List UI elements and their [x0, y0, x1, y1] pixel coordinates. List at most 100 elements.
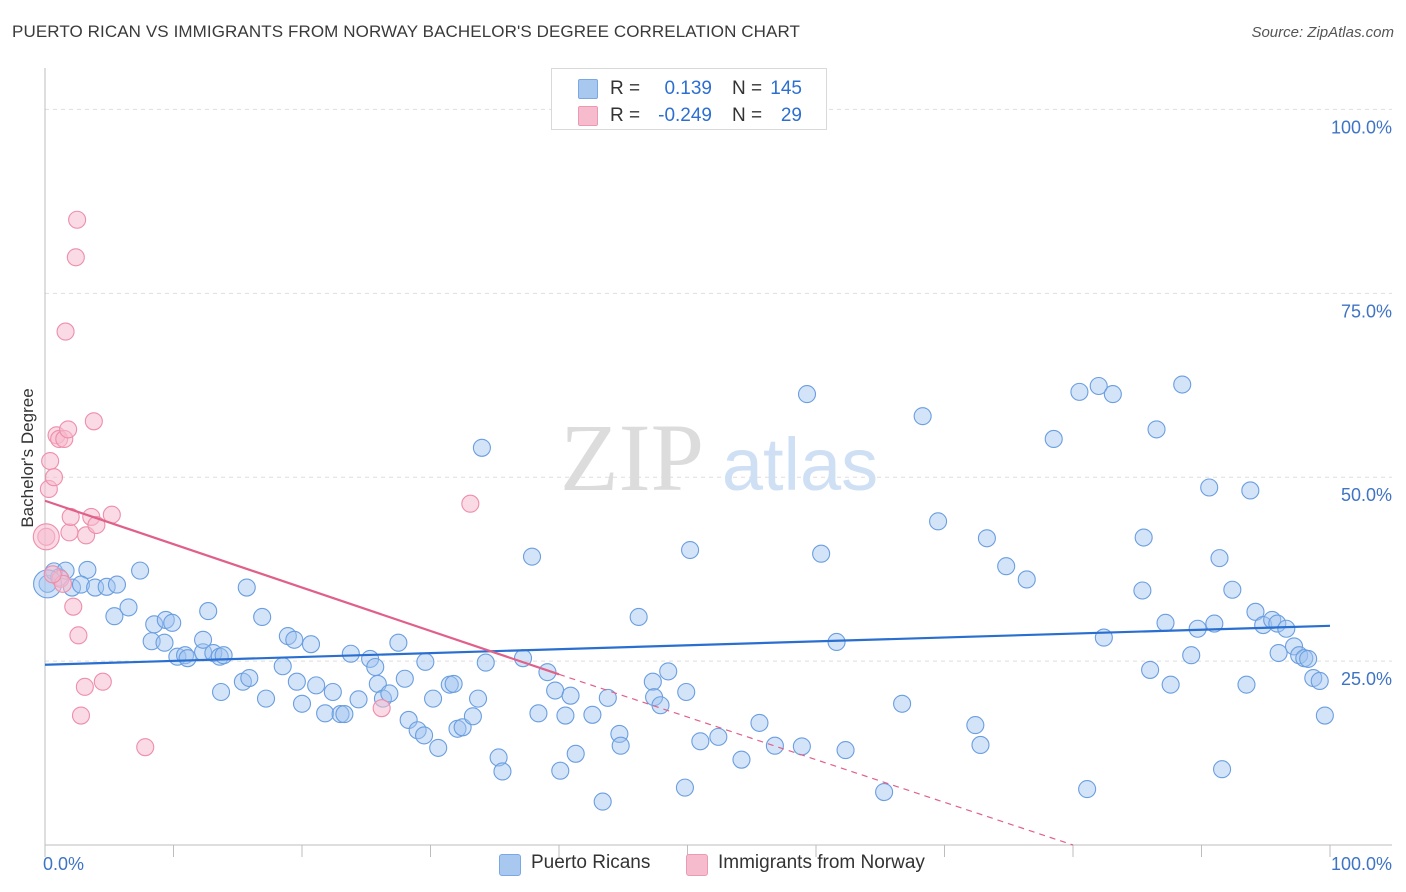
data-point-puerto-rican: [331, 705, 350, 724]
tick-labels: 25.0% 50.0% 75.0% 100.0% 0.0% 100.0%: [43, 117, 1392, 874]
correlation-legend: R = 0.139 N = 145 R = -0.249 N = 29: [551, 68, 827, 130]
data-point-puerto-rican: [1223, 580, 1242, 599]
data-point-puerto-rican: [429, 738, 448, 757]
data-point-puerto-rican: [493, 762, 512, 781]
data-point-puerto-rican: [566, 744, 585, 763]
legend-label: Immigrants from Norway: [718, 852, 925, 873]
grid-lines: [45, 108, 1392, 662]
data-point-puerto-rican: [307, 676, 326, 695]
data-point-puerto-rican: [1246, 602, 1265, 621]
n-label: N =: [732, 105, 763, 126]
data-point-puerto-rican: [1141, 660, 1160, 679]
data-point-norway: [60, 523, 79, 542]
data-point-puerto-rican: [178, 649, 197, 668]
data-point-puerto-rican: [316, 704, 335, 723]
data-point-puerto-rican: [1200, 478, 1219, 497]
data-point-puerto-rican: [1017, 570, 1036, 589]
data-point-puerto-rican: [335, 705, 354, 724]
data-point-puerto-rican: [1310, 671, 1329, 691]
data-point-puerto-rican: [444, 674, 463, 693]
chart-title: PUERTO RICAN VS IMMIGRANTS FROM NORWAY B…: [12, 22, 801, 41]
data-point-norway: [71, 706, 91, 725]
data-point-norway: [87, 515, 106, 535]
data-point-puerto-rican: [971, 735, 990, 755]
data-point-norway: [66, 248, 85, 267]
data-point-puerto-rican: [598, 688, 617, 707]
data-point-puerto-rican: [643, 672, 662, 691]
data-point-puerto-rican: [1213, 760, 1232, 779]
data-point-puerto-rican: [399, 710, 418, 730]
data-point-puerto-rican: [273, 657, 292, 676]
data-point-puerto-rican: [792, 737, 811, 756]
data-point-puerto-rican: [1254, 616, 1273, 635]
data-point-puerto-rican: [1173, 375, 1192, 394]
data-point-puerto-rican: [240, 668, 259, 688]
data-point-norway: [44, 468, 64, 487]
n-value: 29: [780, 105, 802, 126]
data-point-puerto-rican: [966, 716, 985, 735]
data-point-norway: [56, 322, 75, 341]
data-point-puerto-rican: [750, 713, 769, 732]
data-point-puerto-rican: [977, 529, 996, 548]
y-tick-label: 75.0%: [1341, 301, 1392, 321]
data-point-puerto-rican: [292, 694, 312, 713]
data-point-norway: [68, 210, 87, 229]
data-point-puerto-rican: [211, 682, 231, 702]
data-point-puerto-rican: [131, 561, 150, 580]
data-point-puerto-rican: [285, 630, 304, 649]
x-tick-label: 100.0%: [1331, 854, 1392, 874]
data-point-puerto-rican: [651, 696, 670, 715]
data-point-norway: [64, 597, 83, 616]
data-point-puerto-rican: [287, 672, 306, 691]
data-point-puerto-rican: [629, 607, 648, 627]
trend-line-puerto-ricans: [44, 624, 1331, 666]
data-point-puerto-rican: [691, 732, 710, 751]
data-point-puerto-rican: [366, 657, 385, 677]
data-point-puerto-rican: [1210, 549, 1229, 568]
data-point-puerto-rican: [1205, 614, 1224, 633]
legend-swatch-blue: [578, 79, 598, 99]
r-value: -0.249: [658, 105, 712, 126]
data-point-puerto-rican: [214, 646, 233, 665]
data-point-puerto-rican: [893, 694, 912, 713]
data-point-puerto-rican: [389, 633, 408, 652]
data-point-norway: [372, 699, 391, 718]
data-point-puerto-rican: [677, 682, 696, 702]
r-label: R =: [610, 105, 641, 126]
data-point-puerto-rican: [1078, 780, 1097, 799]
data-point-puerto-rican: [380, 684, 399, 703]
data-point-puerto-rican: [237, 578, 256, 597]
data-point-puerto-rican: [341, 644, 360, 663]
data-point-puerto-rican: [1277, 619, 1296, 638]
data-point-puerto-rican: [463, 707, 482, 726]
data-point-puerto-rican: [765, 736, 784, 755]
data-point-puerto-rican: [1134, 528, 1153, 547]
legend-swatch-blue: [499, 854, 521, 876]
data-point-puerto-rican: [1269, 643, 1288, 663]
data-point-puerto-rican: [611, 736, 630, 755]
data-point-puerto-rican: [1299, 649, 1318, 668]
data-point-puerto-rican: [546, 681, 565, 700]
data-point-puerto-rican: [836, 741, 855, 760]
data-point-norway: [41, 451, 60, 471]
data-point-puerto-rican: [323, 682, 342, 702]
data-point-puerto-rican: [476, 653, 495, 672]
y-tick-label: 25.0%: [1341, 669, 1392, 689]
data-point-puerto-rican: [1070, 382, 1089, 401]
n-value: 145: [770, 78, 802, 99]
watermark-atlas: atlas: [722, 423, 878, 506]
data-point-puerto-rican: [556, 706, 575, 725]
data-point-norway: [461, 494, 480, 513]
data-point-puerto-rican: [105, 607, 124, 626]
data-point-puerto-rican: [395, 669, 414, 688]
data-point-puerto-rican: [468, 689, 488, 708]
data-point-norway: [136, 738, 155, 757]
data-point-puerto-rican: [1315, 706, 1334, 725]
data-point-norway: [75, 677, 94, 696]
data-point-puerto-rican: [1089, 376, 1108, 396]
data-point-puerto-rican: [1103, 385, 1122, 404]
data-point-puerto-rican: [253, 607, 272, 627]
data-point-puerto-rican: [163, 613, 182, 632]
data-point-puerto-rican: [997, 557, 1016, 576]
data-point-puerto-rican: [119, 598, 138, 617]
